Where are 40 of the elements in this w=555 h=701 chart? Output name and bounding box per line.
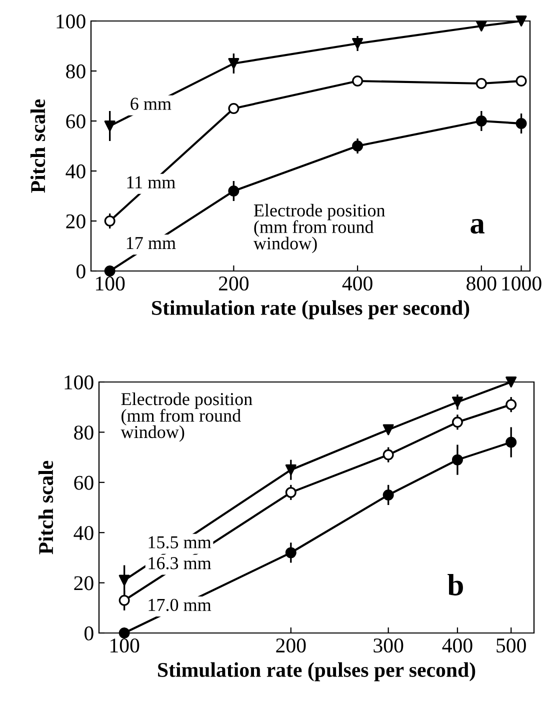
- point: [352, 38, 364, 49]
- y-tick-label: 100: [64, 375, 94, 390]
- x-tick-label: 1000: [502, 276, 542, 291]
- annotation: b: [448, 574, 463, 596]
- series-label: 16.3 mm: [148, 557, 212, 570]
- series-label: 17 mm: [126, 237, 176, 249]
- x-tick-label: 300: [374, 638, 404, 653]
- x-tick-label: 800: [466, 276, 496, 291]
- y-tick-label: 80: [66, 64, 86, 78]
- x-tick-label: 100: [110, 638, 140, 653]
- y-tick-label: 20: [74, 576, 94, 590]
- y-tick-label: 20: [66, 214, 86, 228]
- y-axis-title: Pitch scale: [38, 460, 54, 554]
- point: [104, 120, 116, 132]
- y-axis-title: Pitch scale: [30, 99, 46, 193]
- y-tick-label: 80: [74, 426, 94, 440]
- annotation: a: [470, 219, 484, 234]
- series-label: 11 mm: [127, 176, 176, 188]
- point: [476, 20, 487, 32]
- y-tick-label: 40: [66, 164, 86, 178]
- y-tick-label: 40: [74, 526, 94, 540]
- y-tick-label: 0: [76, 264, 86, 278]
- y-tick-label: 60: [74, 476, 94, 490]
- point: [228, 58, 240, 69]
- x-axis-title: Stimulation rate (pulses per second): [152, 300, 470, 320]
- x-tick-label: 500: [496, 638, 526, 653]
- series-label: 17.0 mm: [148, 598, 212, 612]
- annotation: Electrode position (mm from round window): [253, 204, 386, 254]
- y-tick-label: 100: [56, 14, 86, 28]
- x-tick-label: 100: [96, 276, 125, 291]
- x-tick-label: 200: [276, 638, 306, 653]
- x-tick-label: 400: [442, 638, 472, 653]
- series-label: 15.5 mm: [148, 536, 212, 548]
- x-axis-title: Stimulation rate (pulses per second): [158, 662, 476, 682]
- y-tick-label: 0: [84, 626, 94, 640]
- x-tick-label: 200: [218, 276, 249, 291]
- annotation: Electrode position (mm from round window): [120, 392, 252, 442]
- x-tick-label: 400: [342, 276, 372, 291]
- y-tick-label: 60: [66, 114, 86, 128]
- series-label: 6 mm: [130, 98, 172, 110]
